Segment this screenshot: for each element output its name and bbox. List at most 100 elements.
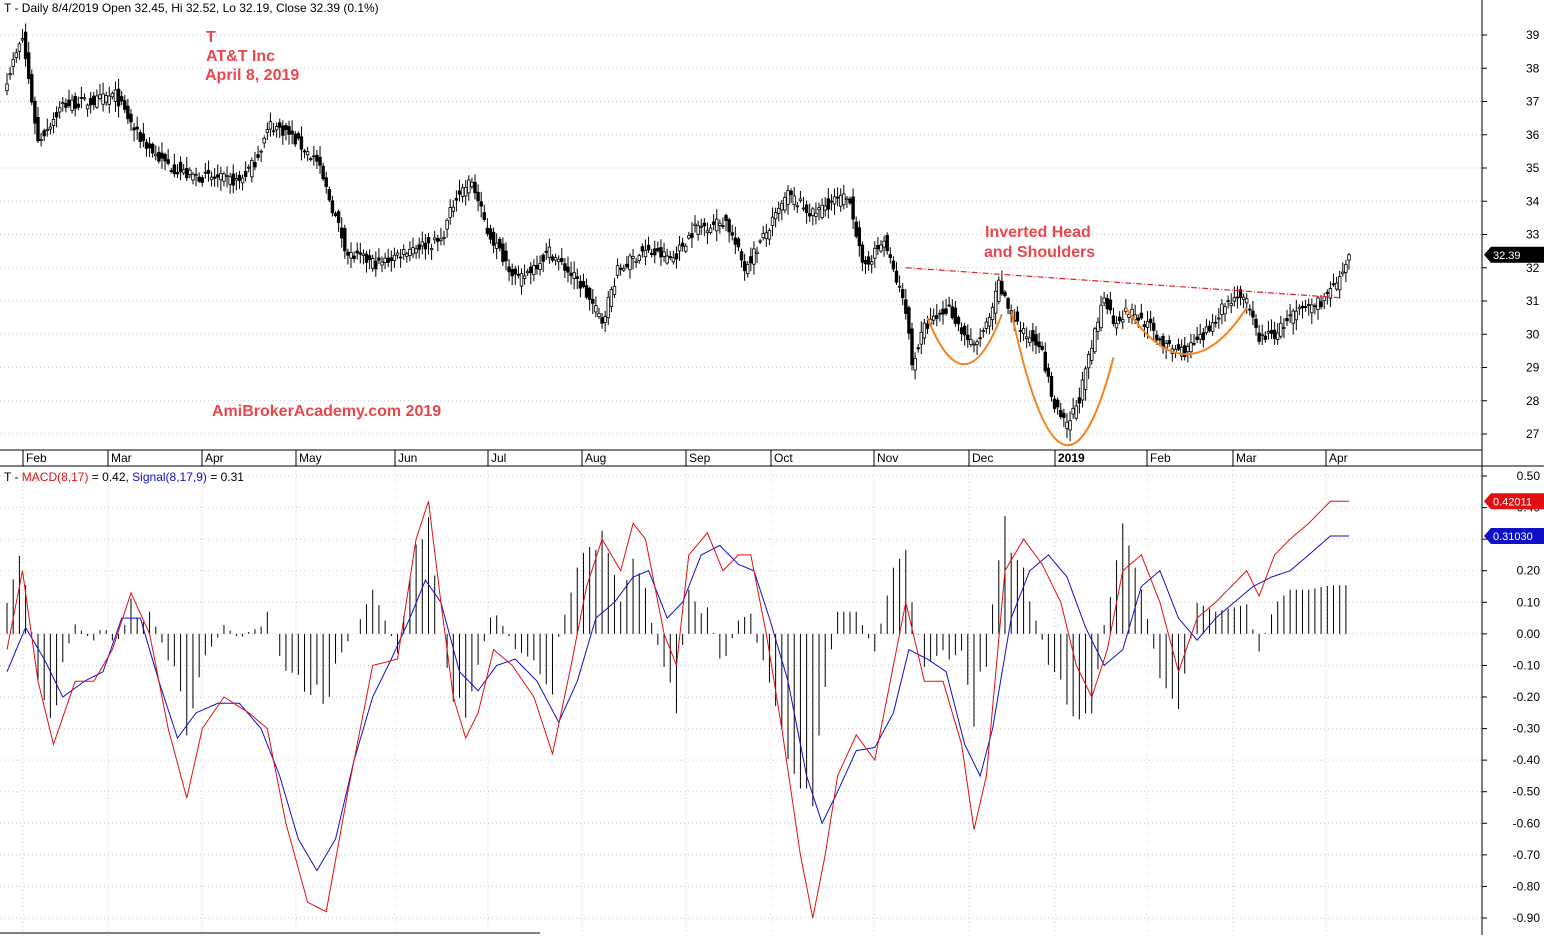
candle-body (119, 96, 124, 102)
candle-body (1223, 306, 1227, 315)
candle-body (1291, 310, 1295, 324)
candle-body (1341, 271, 1345, 275)
candle-body (439, 238, 443, 241)
candle-body (1276, 332, 1280, 340)
candle-body (1046, 367, 1051, 377)
candle-body (677, 244, 682, 252)
candle-body (749, 256, 753, 264)
candle-body (550, 256, 555, 261)
candle-body (1307, 304, 1311, 306)
candle-body (411, 247, 415, 255)
macd-line (6, 500, 1349, 919)
candle-body (507, 266, 511, 273)
candle-body (386, 257, 390, 263)
candle-body (327, 188, 332, 201)
y-tick-label: -0.30 (1513, 722, 1541, 736)
candle-body (268, 121, 273, 130)
y-tick-label: 36 (1526, 128, 1540, 142)
candle-body (88, 98, 93, 106)
x-tick-label: Oct (774, 451, 793, 465)
candle-body (752, 248, 756, 265)
candle-body (820, 204, 824, 218)
watermark: AmiBrokerAcademy.com 2019 (212, 403, 441, 420)
y-tick-label: 27 (1526, 427, 1540, 441)
candle-body (197, 176, 201, 182)
candle-body (916, 347, 920, 350)
candle-body (773, 212, 778, 220)
candle-body (1328, 288, 1333, 299)
candle-body (566, 266, 570, 273)
candle-body (123, 100, 127, 110)
candle-body (1068, 420, 1072, 431)
candle-body (144, 141, 149, 149)
y-tick-label: 0.10 (1517, 595, 1541, 609)
candle-body (609, 289, 614, 307)
y-tick-label: 0.20 (1517, 564, 1541, 578)
candle-body (321, 165, 325, 180)
candle-body (1186, 346, 1190, 353)
signal-header-value: = 0.31 (207, 470, 244, 484)
candle-body (1279, 322, 1283, 337)
candle-body (798, 198, 803, 202)
candle-body (653, 248, 657, 256)
candle-body (358, 252, 363, 255)
candle-body (1096, 321, 1100, 332)
y-tick-label: 35 (1526, 161, 1540, 175)
candle-body (1049, 375, 1054, 397)
candle-body (618, 267, 623, 270)
price-y-axis: 27 28 29 30 31 32 33 34 35 36 37 38 39 (1482, 28, 1540, 441)
candle-body (147, 143, 152, 149)
candle-body (36, 116, 40, 142)
y-tick-label: 39 (1526, 28, 1540, 42)
candle-body (367, 255, 372, 260)
candle-body (1254, 318, 1258, 328)
candle-body (1214, 321, 1218, 324)
candle-body (166, 159, 170, 164)
candle-body (1111, 315, 1116, 325)
candle-body (1155, 334, 1159, 341)
candle-body (85, 104, 90, 110)
candle-body (612, 285, 617, 295)
candle-body (23, 31, 28, 60)
candle-body (842, 193, 846, 206)
candle-body (817, 207, 821, 211)
candle-body (510, 268, 514, 277)
candle-body (823, 205, 827, 211)
candle-body (767, 230, 772, 240)
candle-body (761, 233, 765, 239)
y-tick-label: 33 (1526, 228, 1540, 242)
candle-body (212, 176, 217, 179)
candle-body (1142, 324, 1147, 328)
candle-body (67, 99, 71, 106)
candle-body (944, 308, 948, 314)
candle-body (876, 245, 880, 250)
candle-body (1052, 398, 1057, 409)
candle-body (891, 260, 896, 270)
candle-body (278, 122, 282, 128)
candle-body (426, 237, 431, 244)
candle-body (154, 153, 158, 157)
x-tick-label: Sep (689, 451, 711, 465)
candle-body (863, 260, 868, 265)
candle-body (1179, 346, 1184, 357)
candle-body (243, 170, 248, 177)
y-tick-label: 38 (1526, 61, 1540, 75)
signal-line (6, 535, 1349, 872)
candle-body (1316, 297, 1320, 310)
candle-body (662, 251, 666, 257)
candle-body (993, 290, 998, 314)
candle-body (1322, 296, 1326, 302)
candle-body (498, 238, 502, 249)
candle-body (1294, 310, 1299, 321)
candle-body (959, 327, 964, 335)
candle-body (92, 95, 96, 105)
candle-body (615, 265, 620, 276)
candle-body (1183, 345, 1187, 357)
signal-value-tag-bg (1484, 527, 1544, 544)
candle-body (866, 256, 871, 265)
candle-body (1288, 314, 1292, 317)
y-tick-label: 31 (1526, 294, 1540, 308)
candle-body (910, 328, 914, 366)
candle-body (950, 306, 954, 319)
x-tick-label: Aug (585, 451, 606, 465)
